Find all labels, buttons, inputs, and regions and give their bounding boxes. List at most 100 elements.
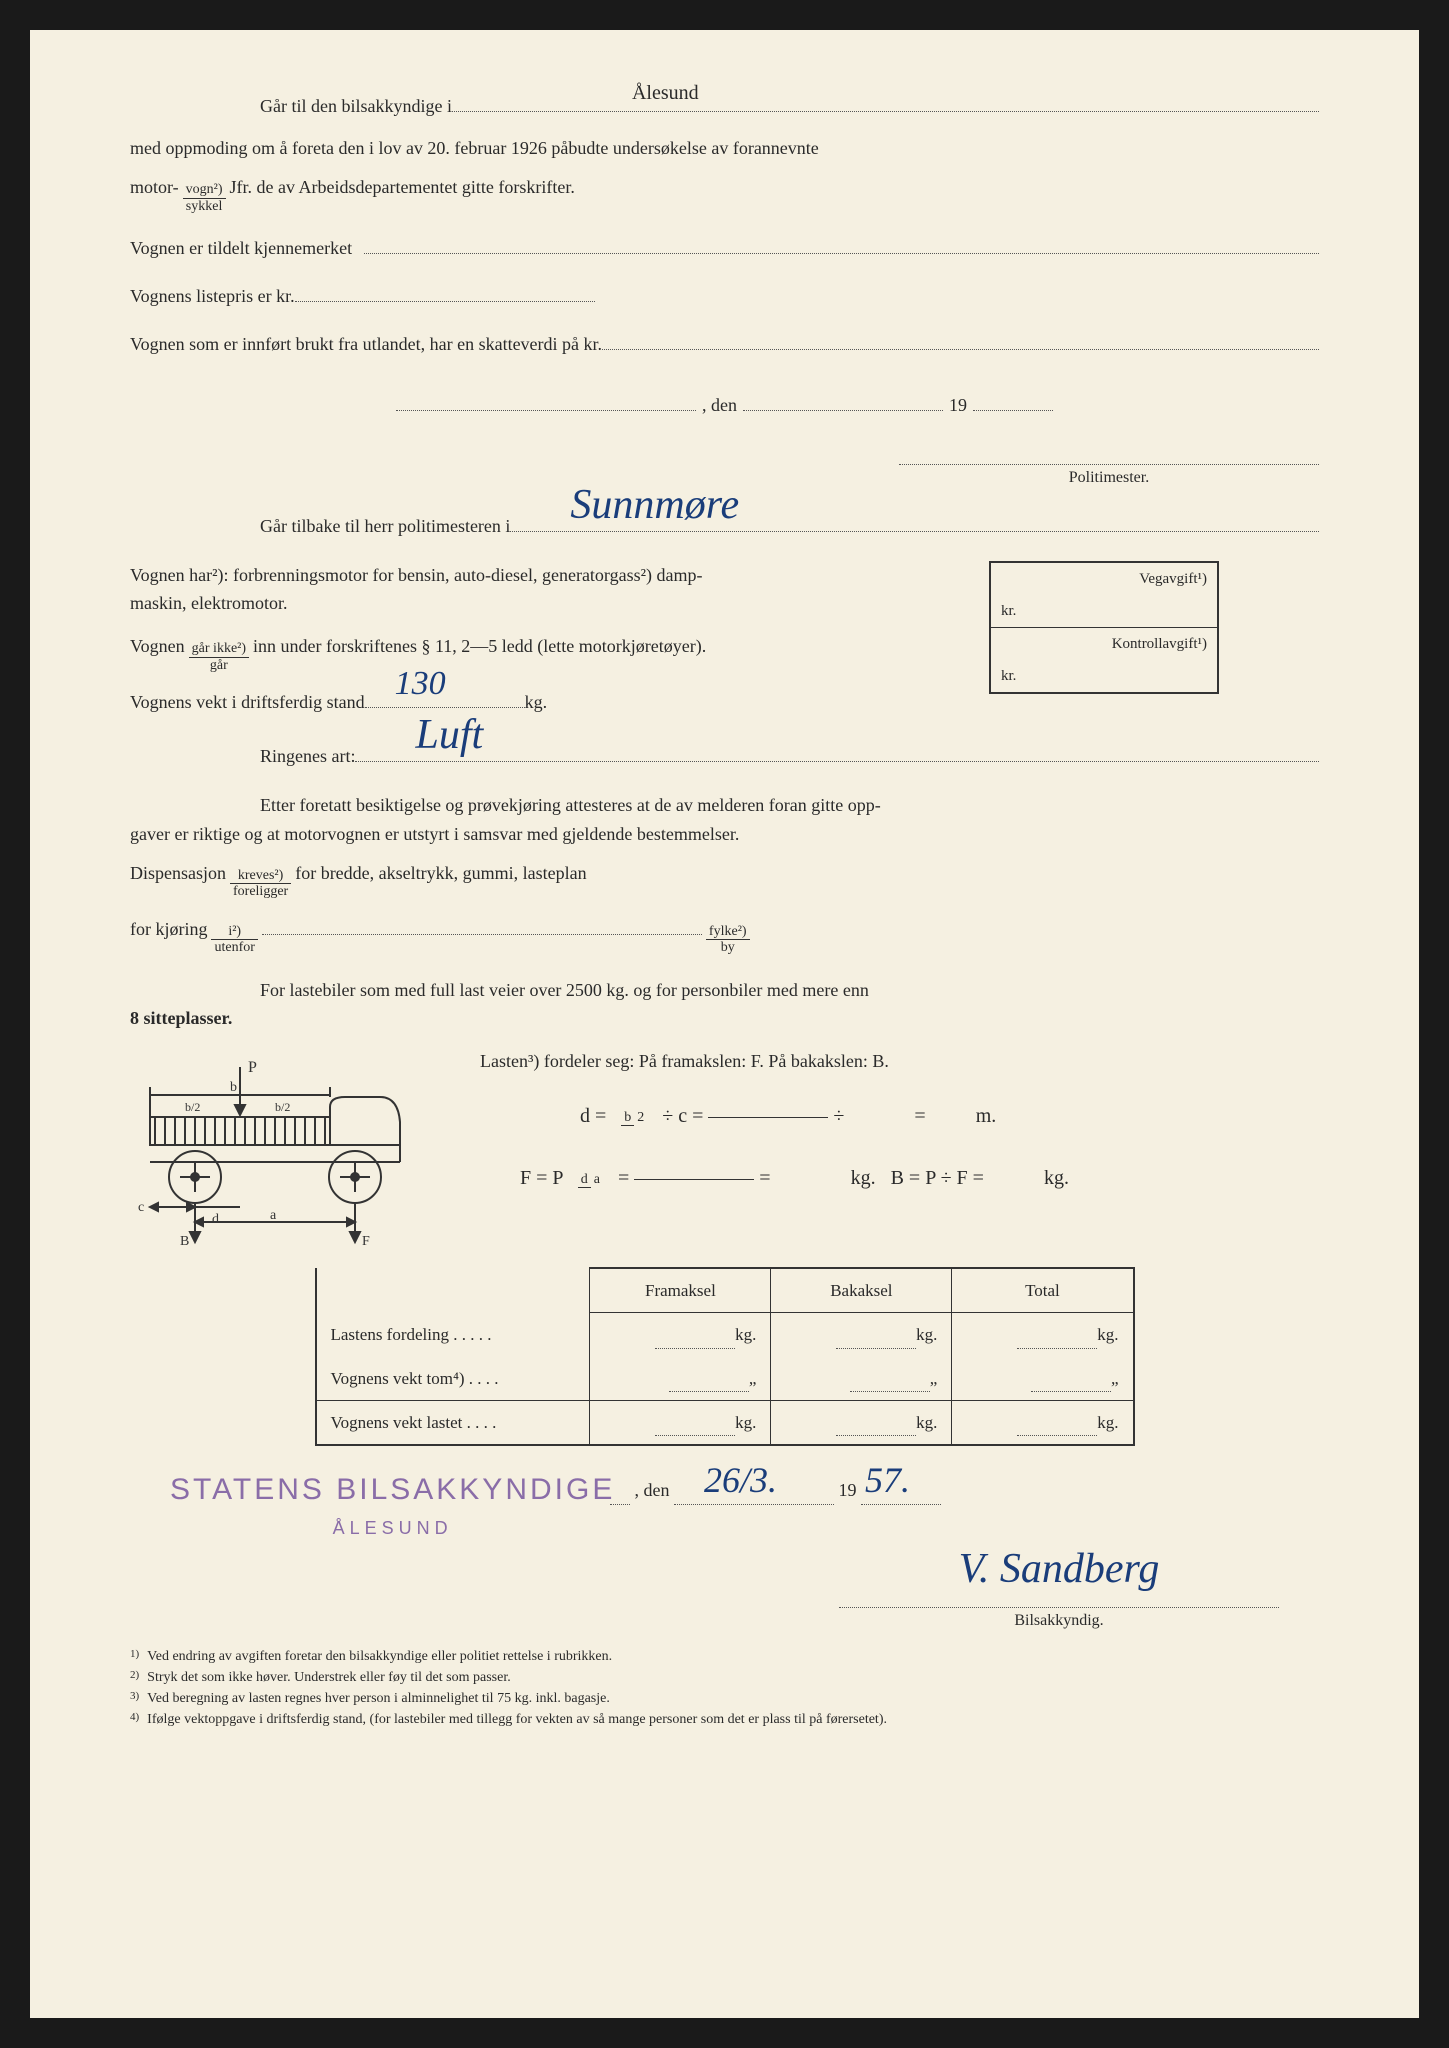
h-fram: Framaksel <box>590 1268 771 1313</box>
r2: Vognens vekt tom⁴) . . . . <box>316 1357 590 1401</box>
vogn-sykkel-fraction: vogn²) sykkel <box>183 182 226 214</box>
tires-field: Luft <box>355 741 1319 763</box>
fylke-by-frac: fylke²) by <box>706 924 750 956</box>
kg2: kg. <box>916 1325 937 1344</box>
place-field <box>396 389 696 411</box>
line3: motor- vogn²) sykkel Jfr. de av Arbeidsd… <box>130 173 1319 214</box>
signature-hand: V. Sandberg <box>839 1536 1279 1603</box>
attest-l3: Dispensasjon kreves²) foreligger for bre… <box>130 859 1319 900</box>
l3-post: inn under forskriftenes § 11, 2—5 ledd (… <box>253 632 706 661</box>
l3-pre: motor- <box>130 173 179 202</box>
fn4: Ifølge vektoppgave i driftsferdig stand,… <box>147 1709 887 1730</box>
sig-date-row: , den 26/3. 19 57. <box>610 1476 941 1505</box>
politimester-sig: Politimester. <box>899 460 1319 491</box>
truck-diagram-row: P b b/2 b/2 c d a <box>130 1047 1319 1247</box>
stamp-l2: ÅLESUND <box>170 1514 615 1543</box>
kg6: kg. <box>1097 1413 1118 1432</box>
kg1: kg. <box>735 1325 756 1344</box>
l3-suf: Jfr. de av Arbeidsdepartementet gitte fo… <box>230 173 575 202</box>
location-value: Ålesund <box>632 77 699 109</box>
line2: med oppmoding om å foreta den i lov av 2… <box>130 134 1319 163</box>
engine-l1: Vognen har²): forbrenningsmotor for bens… <box>130 561 1030 590</box>
return-row: Går tilbake til herr politimesteren i Su… <box>130 510 1319 540</box>
h-bak: Bakaksel <box>771 1268 952 1313</box>
svg-text:b/2: b/2 <box>275 1100 290 1114</box>
svg-text:F: F <box>362 1234 370 1247</box>
politimester-label: Politimester. <box>899 464 1319 491</box>
l5: Vognens listepris er kr. <box>130 282 295 311</box>
fn2: Stryk det som ikke høver. Understrek ell… <box>147 1667 511 1688</box>
den: , den <box>702 391 737 420</box>
svg-text:b: b <box>230 1080 237 1095</box>
eq1: d = b2 ÷ c = ÷ = m. <box>580 1100 1319 1132</box>
gar-fraction: går ikke²) går <box>189 641 249 673</box>
skatteverdi-field <box>602 329 1319 351</box>
r1: Lastens fordeling . . . . . <box>316 1313 590 1357</box>
y19b: 19 <box>839 1480 857 1500</box>
weight-label: Vognens vekt i driftsferdig stand <box>130 688 365 717</box>
disp-post: for bredde, akseltrykk, gummi, lasteplan <box>295 859 586 888</box>
fn3: Ved beregning av lasten regnes hver pers… <box>147 1688 610 1709</box>
d1: „ <box>749 1369 757 1388</box>
trucks-intro2: 8 sitteplasser. <box>130 1004 1319 1033</box>
line1-prefix: Går til den bilsakkyndige i <box>260 92 452 121</box>
kg3: kg. <box>1097 1325 1118 1344</box>
kg4: kg. <box>735 1413 756 1432</box>
weight-unit: kg. <box>525 688 548 717</box>
kjoring-field <box>262 913 702 935</box>
kreves-frac: kreves²) foreligger <box>230 868 291 900</box>
i-utenfor-frac: i²) utenfor <box>211 924 257 956</box>
kr2: kr. <box>991 660 1217 692</box>
listepris-field <box>295 280 595 302</box>
kjoring-pre: for kjøring <box>130 915 207 944</box>
eq2: F = P da = = kg. B = P ÷ F = kg. <box>520 1162 1319 1194</box>
year-hand: 57. <box>865 1452 910 1510</box>
return-prefix: Går tilbake til herr politimesteren i <box>260 512 510 541</box>
tires-val: Luft <box>415 702 483 769</box>
l4: Vognen er tildelt kjennemerket <box>130 234 352 263</box>
trucks-intro1: For lastebiler som med full last veier o… <box>130 976 1319 1005</box>
y19: 19 <box>949 391 967 420</box>
stamp-l1: STATENS BILSAKKYNDIGE <box>170 1473 615 1506</box>
signature-block: STATENS BILSAKKYNDIGE ÅLESUND , den 26/3… <box>130 1466 1319 1606</box>
date-hand: 26/3. <box>704 1452 777 1510</box>
line4-row: Vognen er tildelt kjennemerket <box>130 232 1319 262</box>
d3: „ <box>1111 1369 1119 1388</box>
l3-pre: Vognen <box>130 632 185 661</box>
vegavgift: Vegavgift¹) <box>991 563 1217 595</box>
engine-l3: Vognen går ikke²) går inn under forskrif… <box>130 632 1030 673</box>
return-handwritten: Sunnmøre <box>570 472 739 539</box>
kontrollavgift: Kontrollavgift¹) <box>991 627 1217 660</box>
kr1: kr. <box>991 595 1217 627</box>
formula-label: Lasten³) fordeler seg: På framakslen: F.… <box>480 1047 1319 1076</box>
year-field <box>973 389 1053 411</box>
truck-diagram: P b b/2 b/2 c d a <box>130 1047 450 1247</box>
formula-block: Lasten³) fordeler seg: På framakslen: F.… <box>480 1047 1319 1194</box>
line5-row: Vognens listepris er kr. <box>130 280 1319 310</box>
fn1: Ved endring av avgiften foretar den bils… <box>147 1646 612 1667</box>
svg-text:d: d <box>212 1212 219 1227</box>
svg-text:P: P <box>248 1059 257 1076</box>
svg-text:B: B <box>180 1234 189 1247</box>
day-field <box>743 389 943 411</box>
den2: , den <box>635 1480 670 1500</box>
svg-text:a: a <box>270 1208 277 1223</box>
kg5: kg. <box>916 1413 937 1432</box>
disp-pre: Dispensasjon <box>130 859 226 888</box>
sitteplasser: 8 sitteplasser. <box>130 1008 232 1028</box>
line6-row: Vognen som er innført brukt fra utlandet… <box>130 329 1319 359</box>
document-page: Går til den bilsakkyndige i Ålesund med … <box>30 30 1419 2018</box>
load-table: Framaksel Bakaksel Total Lastens fordeli… <box>315 1267 1135 1446</box>
l6: Vognen som er innført brukt fra utlandet… <box>130 330 602 359</box>
svg-text:c: c <box>138 1200 144 1215</box>
return-field: Sunnmøre <box>510 510 1319 532</box>
bilsakk-label: Bilsakkyndig. <box>839 1607 1279 1634</box>
header-line1: Går til den bilsakkyndige i Ålesund <box>130 90 1319 120</box>
location-field: Ålesund <box>452 90 1319 112</box>
kjennemerke-field <box>364 232 1319 254</box>
engine-section: Vegavgift¹) kr. Kontrollavgift¹) kr. Vog… <box>130 561 1319 741</box>
d2: „ <box>930 1369 938 1388</box>
attest-l2: gaver er riktige og at motorvognen er ut… <box>130 820 1319 849</box>
stamp: STATENS BILSAKKYNDIGE ÅLESUND <box>170 1466 615 1543</box>
tires-row: Ringenes art: Luft <box>130 741 1319 771</box>
